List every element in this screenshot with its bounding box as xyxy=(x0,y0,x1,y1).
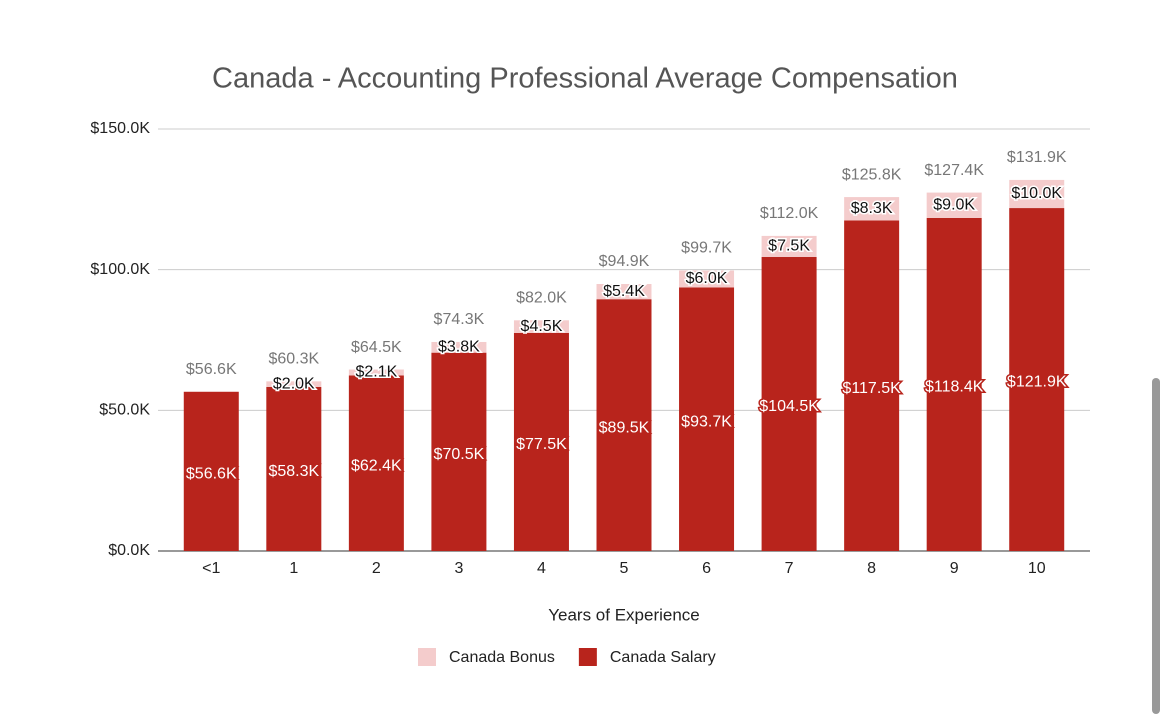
bar-segment xyxy=(926,192,982,218)
total-label: $56.6K xyxy=(186,361,237,378)
value-label: $10.0K xyxy=(1011,185,1062,202)
scrollbar[interactable] xyxy=(1152,378,1160,714)
bar-segment xyxy=(1009,179,1065,209)
value-label: $70.5K xyxy=(434,446,485,463)
x-tick-label: 8 xyxy=(867,560,876,577)
value-label: $121.9K xyxy=(1007,374,1067,391)
chart-title: Canada - Accounting Professional Average… xyxy=(212,63,958,95)
bar-segment xyxy=(513,332,569,551)
bar-segment xyxy=(348,375,404,551)
y-tick-label: $50.0K xyxy=(99,402,150,419)
value-label: $2.0K xyxy=(273,375,315,392)
x-tick-label: 7 xyxy=(785,560,794,577)
value-label: $3.8K xyxy=(438,339,480,356)
bar-segment xyxy=(431,352,487,551)
x-tick-label: 5 xyxy=(620,560,629,577)
legend-label: Canada Bonus xyxy=(449,649,555,666)
total-label: $131.9K xyxy=(1007,149,1067,166)
total-label: $94.9K xyxy=(599,253,650,270)
bar-segment xyxy=(348,369,404,376)
total-label: $99.7K xyxy=(681,240,732,257)
bar-segment xyxy=(1009,208,1065,551)
bar-segment xyxy=(596,284,652,300)
value-label: $77.5K xyxy=(516,436,567,453)
value-label: $5.4K xyxy=(603,283,645,300)
bar-segment xyxy=(596,299,652,551)
bar-segment xyxy=(761,235,817,258)
x-tick-label: 1 xyxy=(289,560,298,577)
y-tick-label: $150.0K xyxy=(90,120,150,137)
y-tick-label: $100.0K xyxy=(90,261,150,278)
value-label: $93.7K xyxy=(681,413,732,430)
total-label: $125.8K xyxy=(842,166,902,183)
total-label: $127.4K xyxy=(924,162,984,179)
bar-segment xyxy=(679,287,735,551)
value-label: $56.6K xyxy=(186,466,237,483)
total-label: $74.3K xyxy=(434,311,485,328)
value-label: $4.5K xyxy=(521,318,563,335)
total-label: $60.3K xyxy=(268,351,319,368)
bar-segment xyxy=(266,381,322,387)
bar-segment xyxy=(844,220,900,551)
value-label: $9.0K xyxy=(933,196,975,213)
total-label: $112.0K xyxy=(760,205,819,222)
bar-segment xyxy=(679,270,735,288)
x-tick-label: 6 xyxy=(702,560,711,577)
total-label: $64.5K xyxy=(351,339,402,356)
bar-segment xyxy=(761,257,817,551)
bar-segment xyxy=(926,217,982,551)
legend-swatch xyxy=(578,648,597,666)
value-label: $118.4K xyxy=(925,379,984,396)
x-tick-label: 9 xyxy=(950,560,959,577)
value-label: $117.5K xyxy=(842,380,901,397)
value-label: $7.5K xyxy=(768,238,810,255)
x-axis-title: Years of Experience xyxy=(548,605,700,624)
legend-swatch xyxy=(418,648,436,666)
value-label: $6.0K xyxy=(686,270,728,287)
legend-label: Canada Salary xyxy=(610,649,716,666)
value-label: $104.5K xyxy=(759,398,819,415)
x-tick-label: 4 xyxy=(537,560,546,577)
x-tick-label: <1 xyxy=(202,560,220,577)
bar-segment xyxy=(844,197,900,221)
value-label: $2.1K xyxy=(355,364,397,381)
bar-segment xyxy=(183,391,239,551)
x-tick-label: 2 xyxy=(372,560,381,577)
value-label: $8.3K xyxy=(851,200,893,217)
x-tick-label: 3 xyxy=(454,560,463,577)
bar-segment xyxy=(266,386,322,551)
bar-segment xyxy=(513,320,569,333)
value-label: $58.3K xyxy=(268,463,319,480)
x-tick-label: 10 xyxy=(1028,560,1046,577)
total-label: $82.0K xyxy=(516,290,567,307)
value-label: $62.4K xyxy=(351,457,402,474)
value-label: $89.5K xyxy=(599,419,650,436)
y-tick-label: $0.0K xyxy=(108,542,150,559)
bar-segment xyxy=(431,341,487,353)
